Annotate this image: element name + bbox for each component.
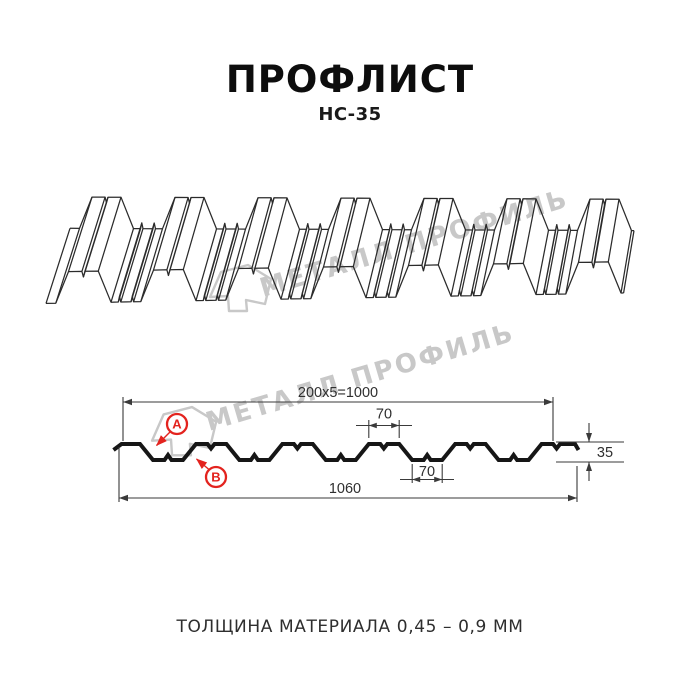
callout-a-letter: A bbox=[172, 417, 182, 432]
dimension-height: 35 bbox=[556, 423, 624, 481]
callout-layer: A B bbox=[156, 412, 228, 489]
dimension-layer: 200x5=1000 70 70 35 bbox=[118, 385, 624, 502]
dimension-valley-width: 70 bbox=[400, 464, 454, 483]
callout-a-arrow bbox=[156, 431, 171, 446]
dimension-top-width-value: 200x5=1000 bbox=[298, 385, 378, 401]
callout-b-letter: B bbox=[211, 470, 220, 485]
watermark-text: МЕТАЛЛ ПРОФИЛЬ bbox=[202, 318, 518, 438]
profile-code: НС-35 bbox=[318, 104, 382, 125]
dimension-total-width: 1060 bbox=[118, 447, 578, 502]
dimension-height-value: 35 bbox=[597, 445, 613, 461]
dimension-crest-width-value: 70 bbox=[376, 407, 392, 423]
dimension-valley-width-value: 70 bbox=[419, 464, 435, 480]
dimension-crest-width: 70 bbox=[356, 407, 412, 438]
page-title: ПРОФЛИСТ bbox=[225, 58, 475, 101]
dimension-total-width-value: 1060 bbox=[329, 481, 361, 497]
callout-b: B bbox=[195, 458, 228, 489]
cross-section-profile bbox=[112, 442, 581, 462]
dimension-top-width: 200x5=1000 bbox=[122, 385, 554, 441]
profile-sheet-3d-drawing bbox=[45, 196, 635, 305]
callout-a: A bbox=[156, 412, 189, 446]
callout-b-arrow bbox=[195, 458, 210, 471]
footer-note: ТОЛЩИНА МАТЕРИАЛА 0,45 – 0,9 ММ bbox=[176, 617, 524, 637]
